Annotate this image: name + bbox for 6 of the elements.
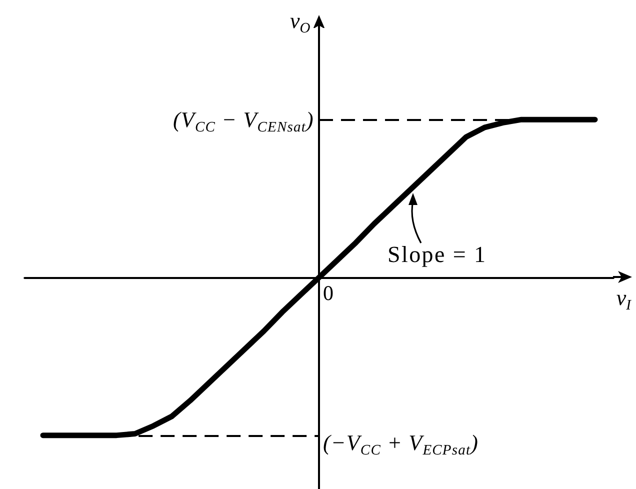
ref-line-label: (V$_{CC}$ − V$_{CENsat}$): [173, 107, 314, 136]
annotation: Slope = 1: [388, 242, 487, 268]
x-axis-title: v$_{I}$: [616, 285, 631, 314]
annotation: 0: [323, 281, 334, 306]
ref-line-label: (−V$_{CC}$ + V$_{ECPsat}$): [323, 430, 479, 458]
y-axis-title: v$_{O}$: [290, 8, 310, 36]
